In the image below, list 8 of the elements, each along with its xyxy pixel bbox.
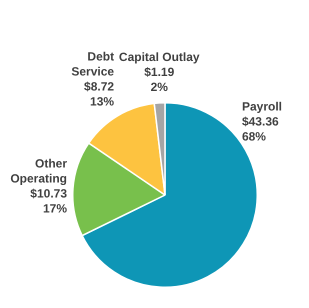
data-label: $1.19 2% — [144, 65, 175, 94]
data-label: $8.72 13% — [84, 79, 114, 108]
data-label: $10.73 17% — [30, 186, 68, 216]
slice-label: Debt Service — [71, 49, 114, 78]
slice-label: Capital Outlay — [118, 50, 200, 64]
slice-label: Payroll — [242, 100, 282, 114]
slice-label: Other Operating — [10, 156, 68, 186]
data-label: $43.36 68% — [242, 114, 279, 144]
